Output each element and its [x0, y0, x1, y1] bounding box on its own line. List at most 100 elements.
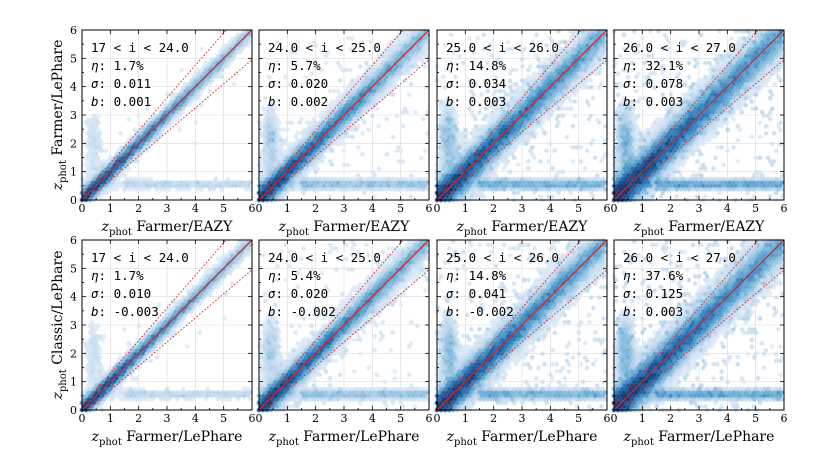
hexbin-cell [281, 148, 286, 154]
x-tick-label: 4 [192, 412, 199, 425]
hexbin-cell [311, 151, 316, 157]
sigma-label: σ: 0.020 [268, 76, 328, 91]
hexbin-cell [267, 130, 272, 136]
hexbin-cell [336, 180, 341, 185]
hexbin-cell [307, 130, 312, 136]
x-tick-label: 0 [79, 202, 86, 215]
x-tick-label: 3 [519, 202, 526, 215]
hexbin-cell [240, 180, 245, 185]
hexbin-cell [374, 106, 379, 111]
bias-label-part: : 0.002 [276, 94, 329, 109]
hexbin-cell [325, 120, 330, 126]
hexbin-cell [263, 95, 268, 101]
hexbin-cell [291, 159, 296, 164]
hexbin-cell [217, 71, 222, 76]
hexbin-cell [195, 88, 200, 94]
hexbin-cell [356, 187, 361, 192]
range-label: 25.0 < i < 26.0 [446, 40, 559, 55]
x-tick-label: 0 [611, 202, 618, 215]
hexbin-cell [88, 155, 93, 161]
hexbin-cell [169, 99, 174, 104]
hexbin-cell [265, 190, 270, 196]
hexbin-cell [327, 102, 333, 108]
hexbin-cell [110, 173, 115, 178]
hexbin-cell [267, 159, 272, 164]
hexbin-cell [297, 120, 302, 126]
hexbin-cell [423, 183, 428, 189]
hexbin-cell [86, 137, 91, 143]
hexbin-cell [281, 127, 286, 133]
hexbin-cell [238, 50, 243, 55]
hexbin-cell [269, 134, 274, 140]
hexbin-cell [342, 183, 347, 189]
hexbin-cell [291, 180, 296, 185]
hexbin-cell [118, 166, 123, 171]
hexbin-cell [122, 144, 127, 150]
hexbin-cell [275, 159, 280, 164]
hexbin-cell [398, 176, 404, 182]
hexbin-cell [96, 148, 101, 154]
x-tick-label: 0 [79, 412, 86, 425]
hexbin-cell [346, 183, 351, 189]
hexbin-cell [84, 120, 89, 126]
hexbin-cell [181, 85, 186, 90]
hexbin-cell [183, 102, 188, 108]
hexbin-cell [122, 173, 127, 178]
hexbin-cell [207, 60, 212, 66]
hexbin-cell [370, 113, 375, 119]
hexbin-cell [376, 180, 381, 185]
hexbin-cell [313, 183, 318, 189]
hexbin-cell [267, 102, 272, 108]
hexbin-cell [421, 180, 426, 185]
hexbin-cell [378, 176, 383, 182]
hexbin-cell [413, 180, 418, 185]
hexbin-cell [193, 106, 198, 111]
hexbin-cell [152, 113, 158, 119]
hexbin-cell [271, 159, 276, 164]
hexbin-cell [360, 151, 365, 157]
hexbin-cell [246, 183, 251, 189]
hexbin-cell [173, 92, 178, 97]
hexbin-cell [265, 176, 270, 182]
hexbin-cell [90, 173, 95, 178]
hexbin-cell [96, 134, 101, 140]
hexbin-cell [332, 187, 337, 192]
hexbin-cell [240, 46, 245, 52]
hexbin-cell [336, 123, 341, 129]
hexbin-cell [378, 183, 383, 189]
hexbin-cell [82, 180, 87, 185]
hexbin-cell [114, 159, 119, 164]
hexbin-cell [334, 113, 339, 119]
hexbin-cell [263, 159, 268, 164]
hexbin-cell [295, 144, 300, 150]
hexbin-cell [384, 187, 389, 192]
hexbin-cell [191, 81, 196, 87]
y-tick-label: 6 [70, 24, 77, 37]
hexbin-cell [283, 166, 288, 171]
hexbin-cell [144, 141, 149, 147]
hexbin-cell [183, 88, 188, 94]
hexbin-cell [82, 187, 87, 192]
hexbin-cell [155, 130, 160, 136]
hexbin-cell [124, 183, 129, 189]
hexbin-cell [313, 176, 318, 182]
hexbin-cell [259, 173, 264, 178]
hexbin-cell [411, 183, 416, 189]
hexbin-cell [269, 176, 274, 182]
hexbin-cell [281, 141, 286, 147]
hexbin-cell [226, 43, 231, 48]
hexbin-cell [417, 180, 422, 185]
hexbin-cell [327, 137, 333, 143]
hexbin-cell [88, 141, 93, 147]
hexbin-cell [342, 141, 347, 147]
hexbin-cell [271, 123, 276, 129]
hexbin-cell [313, 120, 318, 126]
hexbin-cell [313, 162, 318, 168]
eta-label-part: : 14.8% [454, 58, 507, 73]
hexbin-cell [106, 187, 111, 192]
hexbin-cell [122, 159, 127, 164]
hexbin-cell [96, 127, 101, 133]
hexbin-cell [329, 183, 335, 189]
eta-label: η: 5.7% [268, 58, 321, 73]
hexbin-cell [211, 60, 216, 66]
